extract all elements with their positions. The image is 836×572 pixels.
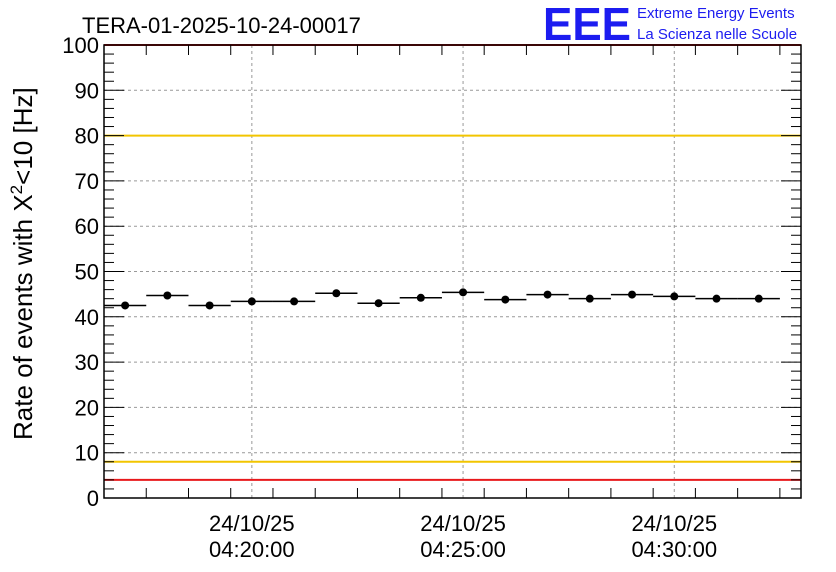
data-point [459,288,468,297]
axis-tick-labels: 010203040506070809010024/10/2504:20:0024… [62,33,717,562]
logo-line-2: La Scienza nelle Scuole [637,26,797,43]
data-series [104,288,780,310]
y-tick-label: 10 [75,441,99,466]
data-point [290,297,299,306]
y-tick-label: 40 [75,305,99,330]
data-point [628,290,637,299]
y-tick-label: 100 [62,33,99,58]
data-point [163,291,172,300]
eee-logo: EEE Extreme Energy Events La Scienza nel… [543,0,797,50]
y-tick-label: 30 [75,350,99,375]
data-point [754,294,763,303]
y-tick-label: 90 [75,78,99,103]
data-point [332,289,341,298]
y-tick-label: 70 [75,169,99,194]
data-point [712,294,721,303]
data-point [247,297,256,306]
y-tick-label: 20 [75,395,99,420]
data-point [543,290,552,299]
x-tick-label-date: 24/10/25 [420,511,506,536]
x-tick-label-date: 24/10/25 [631,511,717,536]
axis-ticks [103,44,801,499]
y-tick-label: 0 [87,486,99,511]
y-tick-label: 60 [75,214,99,239]
data-point [501,295,510,304]
chart-title: TERA-01-2025-10-24-00017 [82,13,361,38]
x-tick-label-time: 04:20:00 [209,537,295,562]
logo-mark: EEE [543,0,631,50]
y-tick-label: 80 [75,124,99,149]
data-point [585,294,594,303]
y-tick-label: 50 [75,260,99,285]
grid-lines [104,45,801,498]
logo-line-1: Extreme Energy Events [637,5,795,22]
y-axis-label: Rate of events with X2<10 [Hz] [7,87,38,440]
x-tick-label-time: 04:25:00 [420,537,506,562]
data-point [121,301,130,310]
data-point [205,301,214,310]
data-point [670,292,679,301]
threshold-lines [104,44,801,481]
data-point [416,293,425,302]
x-tick-label-date: 24/10/25 [209,511,295,536]
data-point [374,299,383,308]
x-tick-label-time: 04:30:00 [631,537,717,562]
